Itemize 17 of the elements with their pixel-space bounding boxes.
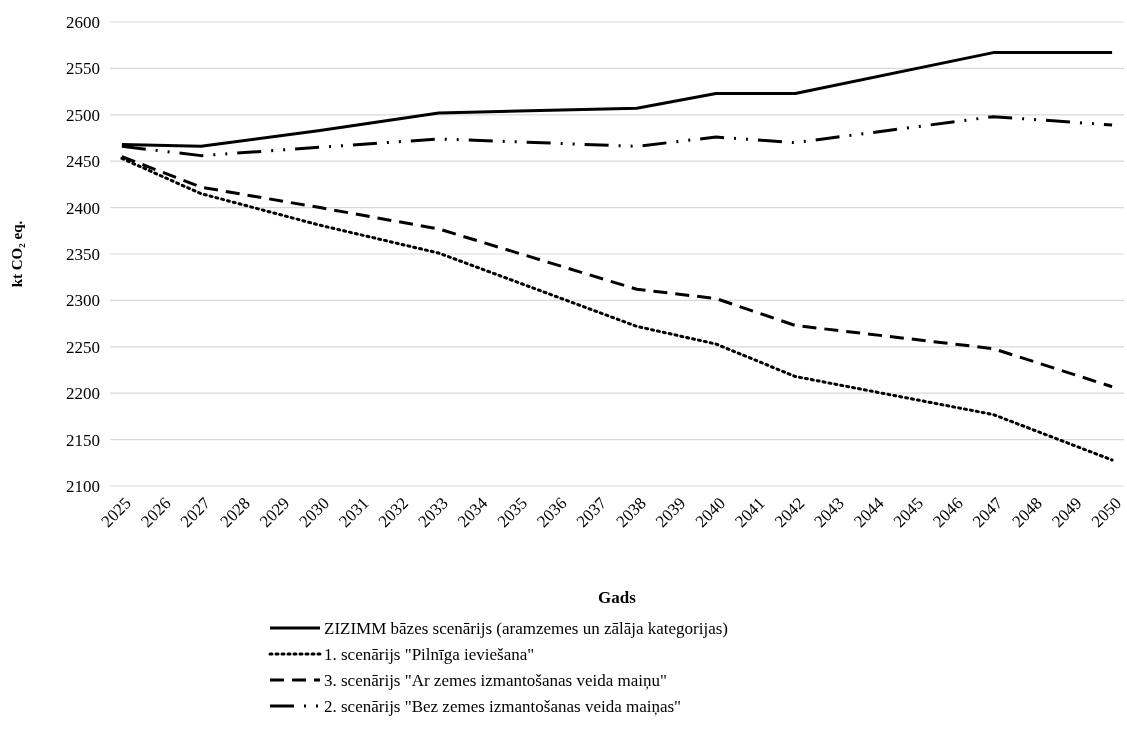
y-tick-label: 2450	[66, 152, 100, 172]
legend-label: 1. scenārijs "Pilnīga ieviešana"	[324, 644, 535, 664]
y-axis-title: kt CO₂ eq.	[9, 220, 25, 288]
legend-label: 2. scenārijs "Bez zemes izmantošanas veida maiņas"	[324, 696, 682, 716]
legend-label: 3. scenārijs "Ar zemes izmantošanas veida maiņu"	[324, 670, 667, 690]
legend-label: ZIZIMM bāzes scenārijs (aramzemes un zālāja kategorijas)	[324, 618, 729, 638]
y-tick-label: 2200	[66, 384, 100, 404]
y-tick-label: 2550	[66, 59, 100, 79]
y-tick-label: 2250	[66, 337, 100, 357]
y-tick-label: 2500	[66, 105, 100, 125]
y-tick-label: 2100	[66, 476, 100, 496]
y-tick-label: 2300	[66, 291, 100, 311]
y-tick-label: 2400	[66, 198, 100, 218]
y-tick-label: 2150	[66, 430, 100, 450]
x-axis-title: Gads	[598, 588, 637, 607]
y-tick-label: 2350	[66, 244, 100, 264]
y-tick-label: 2600	[66, 12, 100, 32]
